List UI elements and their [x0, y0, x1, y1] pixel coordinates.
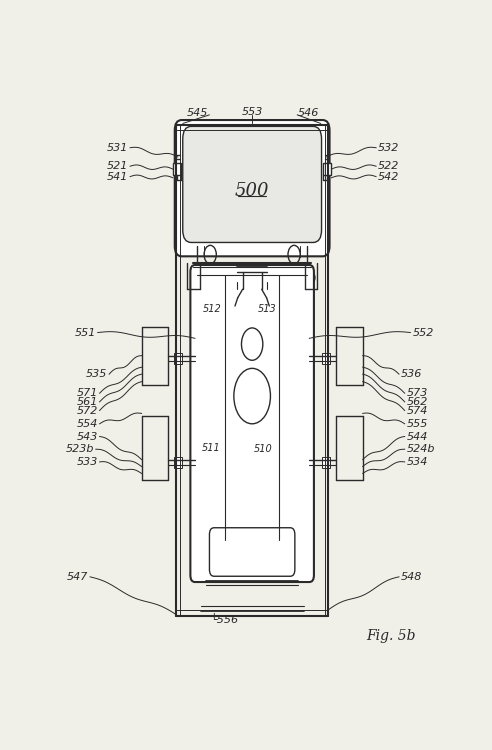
Text: 552: 552 — [412, 328, 433, 338]
Text: 547: 547 — [67, 572, 88, 582]
FancyBboxPatch shape — [174, 457, 183, 468]
Text: 548: 548 — [401, 572, 422, 582]
Text: 521: 521 — [107, 161, 128, 171]
FancyBboxPatch shape — [210, 528, 295, 576]
Text: 574: 574 — [406, 406, 428, 416]
Text: 541: 541 — [107, 172, 128, 182]
Text: 542: 542 — [378, 172, 400, 182]
Text: 551: 551 — [74, 328, 96, 338]
FancyBboxPatch shape — [322, 457, 330, 468]
Text: 545: 545 — [187, 108, 208, 118]
Text: 561: 561 — [76, 397, 98, 406]
Text: 543: 543 — [76, 431, 98, 442]
FancyBboxPatch shape — [183, 127, 322, 242]
FancyBboxPatch shape — [323, 163, 332, 176]
Text: 513: 513 — [258, 304, 277, 314]
Text: Fig. 5b: Fig. 5b — [367, 628, 416, 643]
FancyBboxPatch shape — [190, 265, 314, 582]
Text: 536: 536 — [401, 369, 422, 380]
Text: 522: 522 — [378, 161, 400, 171]
Text: 554: 554 — [76, 419, 98, 429]
Text: 510: 510 — [254, 444, 273, 454]
Text: └556: └556 — [210, 614, 238, 625]
FancyBboxPatch shape — [175, 120, 330, 256]
Text: 534: 534 — [406, 457, 428, 467]
Text: 524b: 524b — [406, 444, 435, 454]
Text: 500: 500 — [235, 182, 270, 200]
Text: 512: 512 — [203, 304, 221, 314]
Text: 511: 511 — [202, 443, 221, 453]
Text: 544: 544 — [406, 431, 428, 442]
Text: 553: 553 — [242, 107, 263, 117]
Text: 546: 546 — [298, 108, 319, 118]
Text: 533: 533 — [76, 457, 98, 467]
FancyBboxPatch shape — [322, 352, 330, 364]
Text: 573: 573 — [406, 388, 428, 398]
Text: 562: 562 — [406, 397, 428, 406]
FancyBboxPatch shape — [173, 163, 181, 176]
Text: 523b: 523b — [65, 444, 94, 454]
FancyBboxPatch shape — [174, 352, 183, 364]
Text: 535: 535 — [86, 369, 107, 380]
Text: 531: 531 — [107, 142, 128, 153]
Text: 572: 572 — [76, 406, 98, 416]
Text: 571: 571 — [76, 388, 98, 398]
Text: 555: 555 — [406, 419, 428, 429]
Text: 532: 532 — [378, 142, 400, 153]
